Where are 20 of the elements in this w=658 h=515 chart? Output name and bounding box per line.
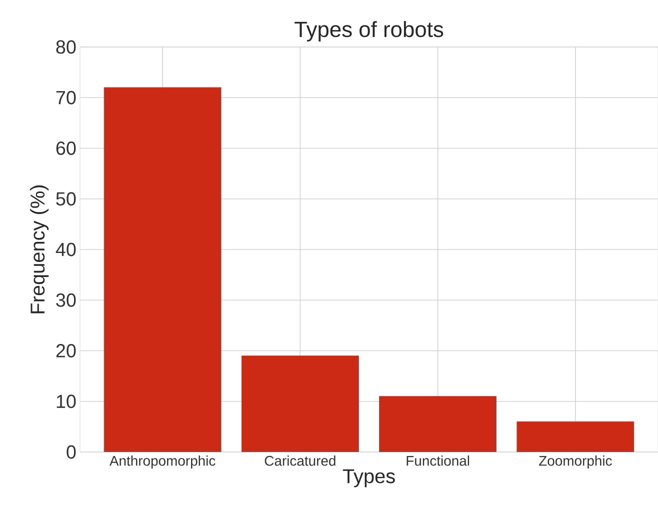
chart-title: Types of robots [294,21,444,42]
y-tick-label: 30 [56,293,76,307]
y-tick-label: 70 [56,90,76,104]
x-tick-label: Functional [406,456,470,466]
bar [379,396,496,452]
bar [242,356,359,452]
y-tick-label: 80 [56,40,76,54]
y-tick-label: 10 [56,394,76,408]
y-axis-title: Frequency (%) [30,185,49,314]
x-axis-title: Types [342,469,395,488]
y-tick-label: 0 [66,445,76,459]
bar [104,87,222,452]
y-tick-label: 40 [56,242,76,256]
y-tick-label: 60 [56,142,76,155]
y-tick-label: 20 [56,344,76,358]
bar [516,421,634,452]
x-tick-label: Zoomorphic [539,456,612,469]
x-tick-label: Caricatured [264,456,336,466]
x-tick-label: Anthropomorphic [109,456,216,469]
y-tick-label: 50 [56,192,76,206]
